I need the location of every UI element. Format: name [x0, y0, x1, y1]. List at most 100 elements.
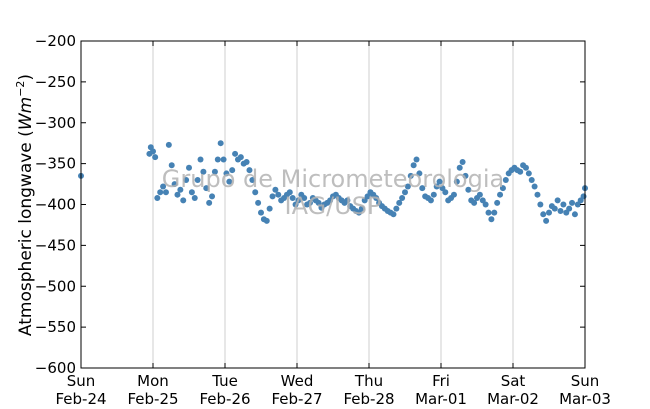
- data-point: [174, 191, 181, 198]
- y-axis-title-unit-exp: −2: [14, 81, 27, 97]
- data-point: [232, 150, 239, 157]
- data-point: [203, 185, 210, 192]
- data-point: [344, 197, 351, 204]
- watermark-line-2: IAG/USP: [284, 192, 381, 220]
- data-point: [497, 191, 504, 198]
- data-point: [485, 209, 492, 216]
- data-point: [217, 140, 224, 147]
- data-point: [560, 201, 567, 208]
- data-point: [168, 162, 175, 169]
- y-tick-label: −200: [35, 32, 76, 50]
- data-point: [390, 211, 397, 218]
- data-point: [453, 178, 460, 185]
- data-point: [373, 194, 380, 201]
- data-point: [459, 158, 466, 165]
- data-point: [286, 189, 293, 196]
- y-tick-label: −250: [35, 73, 76, 91]
- data-point: [191, 194, 198, 201]
- data-point: [289, 194, 296, 201]
- data-point: [237, 154, 244, 161]
- data-point: [226, 178, 233, 185]
- data-point: [186, 164, 192, 171]
- data-point: [525, 170, 532, 177]
- x-tick-label-date: Mar-03: [559, 390, 611, 408]
- data-point: [543, 217, 550, 224]
- data-point: [546, 209, 552, 216]
- y-axis-title-unit-base: Wm: [16, 97, 36, 130]
- data-point: [180, 197, 187, 204]
- data-point: [206, 199, 213, 206]
- data-point: [413, 156, 420, 163]
- data-point: [571, 211, 578, 218]
- data-point: [162, 189, 169, 196]
- data-point: [436, 178, 443, 185]
- data-point: [358, 205, 365, 212]
- data-point: [243, 158, 250, 165]
- data-point: [258, 209, 264, 216]
- data-point: [301, 194, 308, 201]
- data-point: [419, 185, 426, 192]
- data-point: [528, 176, 535, 183]
- data-point: [275, 191, 282, 198]
- data-point: [482, 201, 489, 208]
- data-point: [269, 193, 276, 200]
- data-point: [442, 189, 449, 196]
- data-point: [471, 199, 478, 206]
- y-tick-label: −500: [35, 277, 76, 295]
- y-axis: −200 −250 −300 −350 −400 −450 −500 −550 −600: [35, 32, 585, 377]
- data-point: [534, 191, 541, 198]
- data-point: [499, 185, 506, 192]
- data-point: [152, 154, 159, 161]
- data-point: [183, 176, 190, 183]
- data-point: [404, 183, 411, 190]
- data-point: [456, 164, 463, 171]
- data-point: [209, 193, 216, 200]
- data-point: [407, 172, 414, 179]
- x-tick-label-day: Mon: [137, 372, 169, 390]
- data-point: [416, 170, 423, 177]
- data-point: [502, 176, 509, 183]
- data-point: [160, 183, 167, 190]
- data-point: [462, 172, 469, 179]
- data-point: [393, 205, 400, 212]
- x-tick-label-date: Feb-28: [343, 390, 394, 408]
- y-axis-title-unit-open: (: [16, 130, 36, 137]
- data-point: [306, 199, 313, 206]
- x-tick-label-day: Sun: [571, 372, 600, 390]
- x-tick-label-day: Sun: [67, 372, 96, 390]
- data-point: [531, 183, 538, 190]
- data-point: [430, 191, 437, 198]
- x-axis: SunFeb-24MonFeb-25TueFeb-26WedFeb-27ThuF…: [55, 41, 611, 408]
- data-point: [263, 217, 270, 224]
- data-point: [165, 141, 172, 148]
- data-point: [266, 205, 273, 212]
- data-point: [517, 168, 524, 175]
- data-point: [537, 201, 544, 208]
- data-point: [476, 191, 483, 198]
- data-point: [554, 197, 561, 204]
- data-point: [450, 191, 457, 198]
- x-tick-label-day: Wed: [281, 372, 314, 390]
- data-point: [252, 189, 259, 196]
- data-point: [295, 197, 302, 204]
- data-point: [494, 199, 501, 206]
- data-point: [246, 167, 253, 174]
- data-point: [150, 148, 156, 155]
- data-point: [433, 183, 440, 190]
- data-point: [522, 164, 529, 171]
- data-point: [223, 170, 230, 177]
- y-tick-label: −400: [35, 196, 76, 214]
- data-series: [78, 140, 588, 224]
- watermark-line-1: Grupo de Micrometeorologia: [162, 165, 504, 193]
- x-tick-label-day: Fri: [432, 372, 450, 390]
- data-point: [171, 181, 178, 188]
- data-point: [154, 194, 161, 201]
- data-point: [229, 167, 236, 174]
- y-axis-title: Atmospheric longwave (Wm−2): [14, 74, 36, 336]
- data-point: [177, 186, 184, 193]
- data-point: [540, 211, 547, 218]
- data-point: [488, 216, 495, 223]
- data-point: [410, 162, 417, 169]
- data-point: [211, 168, 218, 175]
